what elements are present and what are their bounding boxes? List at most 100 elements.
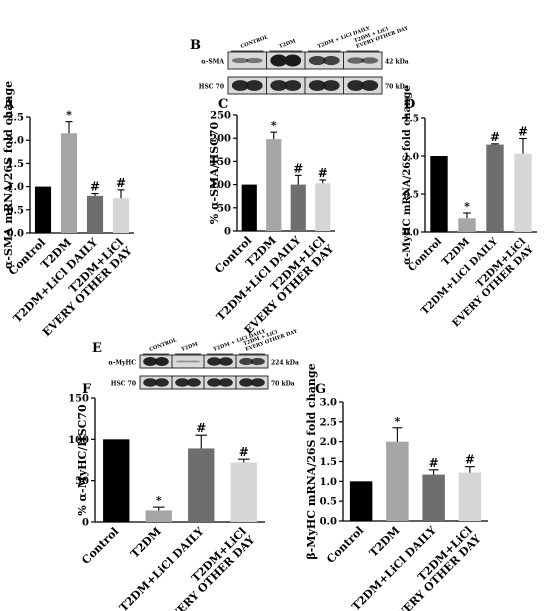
bar-0 [103,439,130,522]
bar-2 [486,144,504,232]
bar-3 [315,183,331,231]
blot-band [284,54,302,67]
panel-letter: A [3,97,15,112]
bar-0 [34,186,52,233]
blot-band [322,80,340,91]
y-tick-label: 150 [210,157,231,168]
bar-2 [86,195,104,233]
bar-2 [290,184,306,231]
blot-band [207,357,222,366]
blot-row-label: α-SMA [201,59,224,66]
significance-mark: * [464,200,470,213]
bar-1 [266,139,282,231]
y-tick-label: 100 [210,180,231,191]
blot-band [270,80,288,91]
blot-band [361,80,379,91]
bar-1 [60,133,78,233]
lane-label: CONTROL [240,34,269,50]
y-axis-label: α-SMA mRNA/26S fold change [2,81,15,269]
significance-mark: # [518,125,528,139]
lane-label: T2DM [181,341,200,353]
blot-band [218,357,233,366]
blot-band [284,80,302,91]
significance-mark: # [490,130,500,144]
y-tick-label: 2.5 [7,113,24,124]
y-tick-label: 250 [210,111,231,122]
blot-band [245,57,263,64]
y-tick-label: 2.0 [320,437,337,448]
bar-1 [458,218,476,232]
y-tick-label: 150 [68,394,89,405]
blot-band [231,80,249,91]
blot-band [154,357,169,366]
y-tick-label: 2.5 [320,417,337,428]
blot-band [250,378,265,387]
kda-label: 42 kDa [385,59,409,66]
significance-mark: # [90,180,100,194]
category-label: T2DM [128,525,164,561]
bar-3 [458,472,482,521]
y-tick-label: 1.0 [403,153,419,163]
bar-3 [230,462,257,522]
bar-0 [241,184,257,231]
significance-mark: * [271,119,277,132]
blot-band [175,378,190,387]
y-tick-label: 1.5 [7,159,24,170]
chart-D: D 0.0 0.5 1.0 1.5α-MyHC mRNA/26S fold change… [402,85,537,329]
chart-G: G 0.0 0.5 1.0 1.5 2.0 2.5 3.0β-MyHC mRNA/26S fo… [305,363,488,611]
significance-mark: # [293,161,303,175]
significance-mark: # [239,445,249,459]
lane-label: T2DM + LiClEVERY OTHER DAY [353,20,409,50]
significance-mark: * [156,494,162,507]
y-tick-label: 0.0 [403,229,419,239]
y-axis-label: β-MyHC mRNA/26S fold change [305,363,318,559]
blot-band [239,378,254,387]
bar-3 [514,153,532,232]
blot-row-label: HSC 70 [111,381,136,388]
blot-band [207,378,222,387]
category-label: Control [79,525,121,567]
lane-label: T2DM [278,38,297,50]
y-tick-label: 0.5 [7,205,24,216]
kda-label: 70 kDa [271,381,295,388]
blot-band [322,55,340,66]
bar-0 [349,481,373,521]
panel-letter: E [92,341,102,356]
significance-mark: # [196,421,206,435]
category-label: Control [324,524,366,566]
blot-band [347,80,365,91]
blot-band [308,80,326,91]
blot-band [154,378,169,387]
blot-band [231,57,249,64]
y-tick-label: 0.5 [320,497,337,508]
bar-1 [386,441,409,521]
y-tick-label: 200 [210,134,231,145]
y-tick-label: 2.0 [7,136,24,147]
blot-row-label: HSC 70 [199,84,224,91]
blot-band [186,378,201,387]
blot-band [270,54,288,67]
blot-band [143,378,158,387]
y-tick-label: 0.5 [403,191,419,201]
significance-mark: * [66,109,72,122]
significance-mark: # [465,453,475,467]
blot-band [186,360,201,363]
blot-band [175,360,190,363]
y-tick-label: 0 [82,518,89,529]
y-axis-label: α-MyHC mRNA/26S fold change [402,85,413,264]
chart-A: A 0.0 0.5 1.0 1.5 2.0 2.5α-SMA mRNA/26S fold c… [2,81,135,339]
blot-band [143,357,158,366]
panel-letter: B [190,38,201,53]
y-tick-label: 50 [75,476,89,487]
bar-3 [112,198,130,233]
blot-row-label: α-MyHC [108,360,136,367]
blot-band [347,57,365,64]
panel-letter: D [404,97,415,112]
y-tick-label: 50 [217,203,231,214]
panel-letter: G [315,382,326,397]
panel-letter: C [218,97,228,112]
